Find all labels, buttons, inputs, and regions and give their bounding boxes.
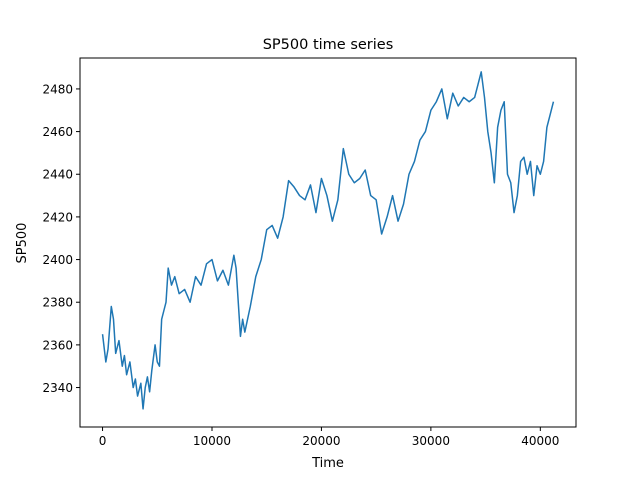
x-axis-label: Time (311, 456, 344, 471)
y-axis-label: SP500 (15, 223, 30, 264)
axes-frame (79, 57, 577, 428)
y-tick-label: 2400 (42, 253, 73, 267)
y-axis: 2340 2360 2380 2400 2420 2440 2460 2480 (42, 82, 80, 395)
plot-area (79, 57, 577, 428)
series-line-0 (101, 71, 555, 410)
y-tick-label: 2440 (42, 168, 73, 182)
y-tick-label: 2460 (42, 125, 73, 139)
y-tick-label: 2420 (42, 210, 73, 224)
x-tick-label: 40000 (521, 434, 559, 448)
x-axis: 0 10000 20000 30000 40000 (99, 427, 559, 448)
x-tick-label: 20000 (302, 434, 340, 448)
x-tick-label: 30000 (412, 434, 450, 448)
chart-title: SP500 time series (263, 37, 394, 53)
y-tick-label: 2360 (42, 338, 73, 352)
x-tick-label: 10000 (193, 434, 231, 448)
y-tick-label: 2380 (42, 296, 73, 310)
y-tick-label: 2480 (42, 82, 73, 96)
y-tick-label: 2340 (42, 381, 73, 395)
x-tick-label: 0 (99, 434, 107, 448)
